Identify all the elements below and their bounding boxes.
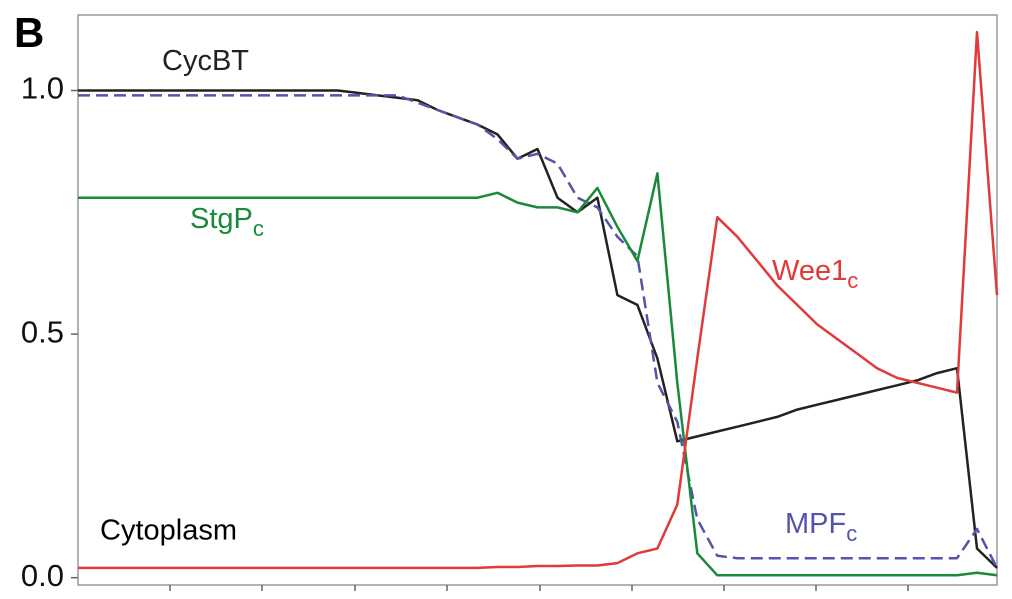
series-subscript: c bbox=[253, 216, 264, 241]
series-label: MPFc bbox=[785, 508, 857, 546]
y-tick-label: 0.5 bbox=[21, 314, 64, 349]
panel-label: B bbox=[14, 9, 44, 56]
series-label: CycBT bbox=[162, 45, 249, 77]
series-label: StgPc bbox=[190, 203, 264, 241]
series-name: Wee1 bbox=[772, 255, 847, 287]
series-name: StgP bbox=[190, 203, 253, 235]
series-name: MPF bbox=[785, 508, 846, 540]
x-ticks bbox=[169, 585, 909, 591]
series-line bbox=[78, 94, 999, 569]
series-line bbox=[78, 89, 998, 569]
y-tick-label: 0.0 bbox=[21, 558, 64, 593]
series-subscript: c bbox=[847, 268, 858, 293]
series-label: Wee1c bbox=[772, 255, 858, 293]
y-tick-label: 1.0 bbox=[21, 71, 64, 106]
series-line bbox=[78, 172, 998, 577]
series-line bbox=[78, 30, 999, 570]
plot-frame bbox=[77, 14, 998, 586]
series-subscript: c bbox=[846, 521, 857, 546]
annotation: Cytoplasm bbox=[100, 515, 237, 547]
series-name: CycBT bbox=[162, 45, 249, 77]
